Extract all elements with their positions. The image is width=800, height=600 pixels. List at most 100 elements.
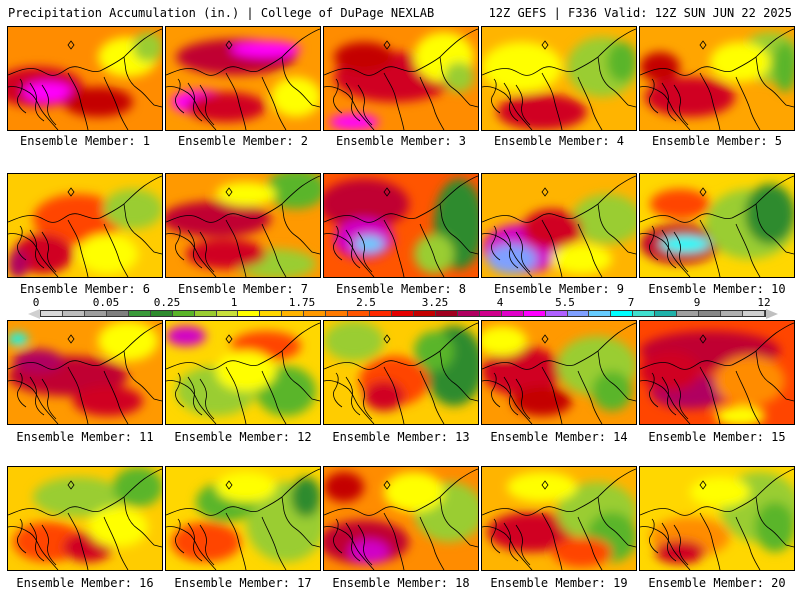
boundary-line: [503, 376, 519, 416]
ensemble-map-panel: [7, 26, 163, 131]
boundary-line: [175, 372, 185, 408]
boundary-line: [503, 229, 519, 269]
boundary-line: [415, 175, 478, 219]
colorbar-swatch: [721, 311, 743, 316]
precip-blob: [745, 184, 794, 244]
boundary-line: [415, 322, 478, 366]
boundary-line: [324, 380, 375, 424]
run-info: 12Z GEFS | F336 Valid: 12Z SUN JUN 22 20…: [488, 6, 792, 20]
precip-blob: [113, 467, 162, 507]
precip-field: [640, 27, 794, 130]
precip-field: [482, 174, 636, 277]
boundary-line: [324, 66, 417, 76]
ensemble-member-caption: Ensemble Member: 5: [651, 134, 783, 148]
colorbar-swatch: [589, 311, 612, 316]
precip-blob: [33, 477, 123, 517]
boundary-line: [597, 203, 636, 255]
precip-blob: [349, 540, 389, 564]
boundary-line: [673, 231, 689, 273]
boundary-line: [8, 526, 59, 570]
boundary-line: [503, 522, 519, 562]
boundary-line: [673, 378, 689, 420]
station-marker-icon: [67, 334, 75, 344]
precip-blob: [607, 42, 636, 82]
precip-field: [166, 27, 320, 130]
boundary-line: [281, 496, 320, 548]
station-marker-icon: [225, 480, 233, 490]
precip-blob: [78, 234, 138, 274]
boundary-line: [345, 82, 361, 122]
boundary-line: [661, 522, 677, 562]
map-outlines: [482, 322, 636, 424]
boundary-line: [175, 518, 185, 554]
boundary-line: [482, 66, 575, 76]
precip-blob: [271, 77, 320, 117]
precip-blob: [710, 42, 770, 82]
boundary-line: [41, 524, 57, 566]
colorbar-swatch: [413, 311, 436, 316]
colorbar-tick-label: 1.75: [288, 296, 316, 309]
ensemble-map-panel: [481, 466, 637, 571]
precip-blob: [715, 356, 785, 406]
colorbar-swatch: [238, 311, 261, 316]
boundary-line: [324, 506, 417, 516]
ensemble-member-caption: Ensemble Member: 2: [177, 134, 309, 148]
precip-blob: [414, 234, 454, 274]
boundary-line: [333, 225, 343, 261]
precip-field: [640, 321, 794, 424]
map-outlines: [8, 175, 162, 277]
colorbar-swatch: [655, 311, 678, 316]
boundary-line: [735, 76, 761, 130]
colorbar-swatch: [348, 311, 371, 316]
boundary-line: [357, 84, 373, 126]
boundary-line: [731, 28, 794, 72]
ensemble-member-caption: Ensemble Member: 17: [174, 576, 312, 590]
map-outlines: [8, 468, 162, 570]
precip-blob: [98, 321, 158, 361]
boundary-line: [261, 370, 287, 424]
precip-blob: [482, 326, 527, 356]
boundary-line: [439, 56, 478, 108]
ensemble-map-panel: [165, 320, 321, 425]
boundary-line: [67, 72, 89, 130]
colorbar-swatch: [392, 311, 414, 316]
header: Precipitation Accumulation (in.) | Colle…: [0, 0, 800, 24]
boundary-line: [345, 229, 361, 269]
precip-blob: [88, 507, 148, 547]
precip-blob: [324, 321, 384, 361]
boundary-line: [166, 213, 259, 223]
boundary-line: [187, 82, 203, 122]
boundary-line: [383, 512, 405, 570]
colorbar-swatch: [194, 311, 217, 316]
ensemble-map-panel: [7, 173, 163, 278]
colorbar-swatch: [260, 311, 283, 316]
ensemble-map-panel: [639, 466, 795, 571]
precip-blob: [171, 522, 241, 562]
boundary-line: [123, 496, 162, 548]
precip-blob: [73, 386, 143, 416]
map-outlines: [166, 468, 320, 570]
colorbar-tick-label: 4: [496, 296, 504, 309]
boundary-line: [597, 350, 636, 402]
precip-blob: [216, 182, 276, 206]
colorbar-swatch: [62, 311, 85, 316]
page-title: Precipitation Accumulation (in.) | Colle…: [8, 6, 435, 20]
station-marker-icon: [67, 480, 75, 490]
precip-blob: [186, 239, 266, 269]
ensemble-member-caption: Ensemble Member: 20: [648, 576, 786, 590]
boundary-line: [41, 231, 57, 273]
ensemble-member-caption: Ensemble Member: 19: [490, 576, 628, 590]
precip-field: [640, 467, 794, 570]
map-outlines: [8, 28, 162, 130]
boundary-line: [333, 78, 343, 114]
boundary-line: [541, 512, 563, 570]
ensemble-map-panel: [7, 466, 163, 571]
colorbar-tick-label: 0: [32, 296, 40, 309]
map-outlines: [324, 468, 478, 570]
boundary-line: [357, 378, 373, 420]
boundary-line: [199, 231, 215, 273]
precip-blob: [507, 472, 577, 502]
boundary-line: [225, 366, 247, 424]
precip-field: [8, 321, 162, 424]
boundary-line: [8, 66, 101, 76]
